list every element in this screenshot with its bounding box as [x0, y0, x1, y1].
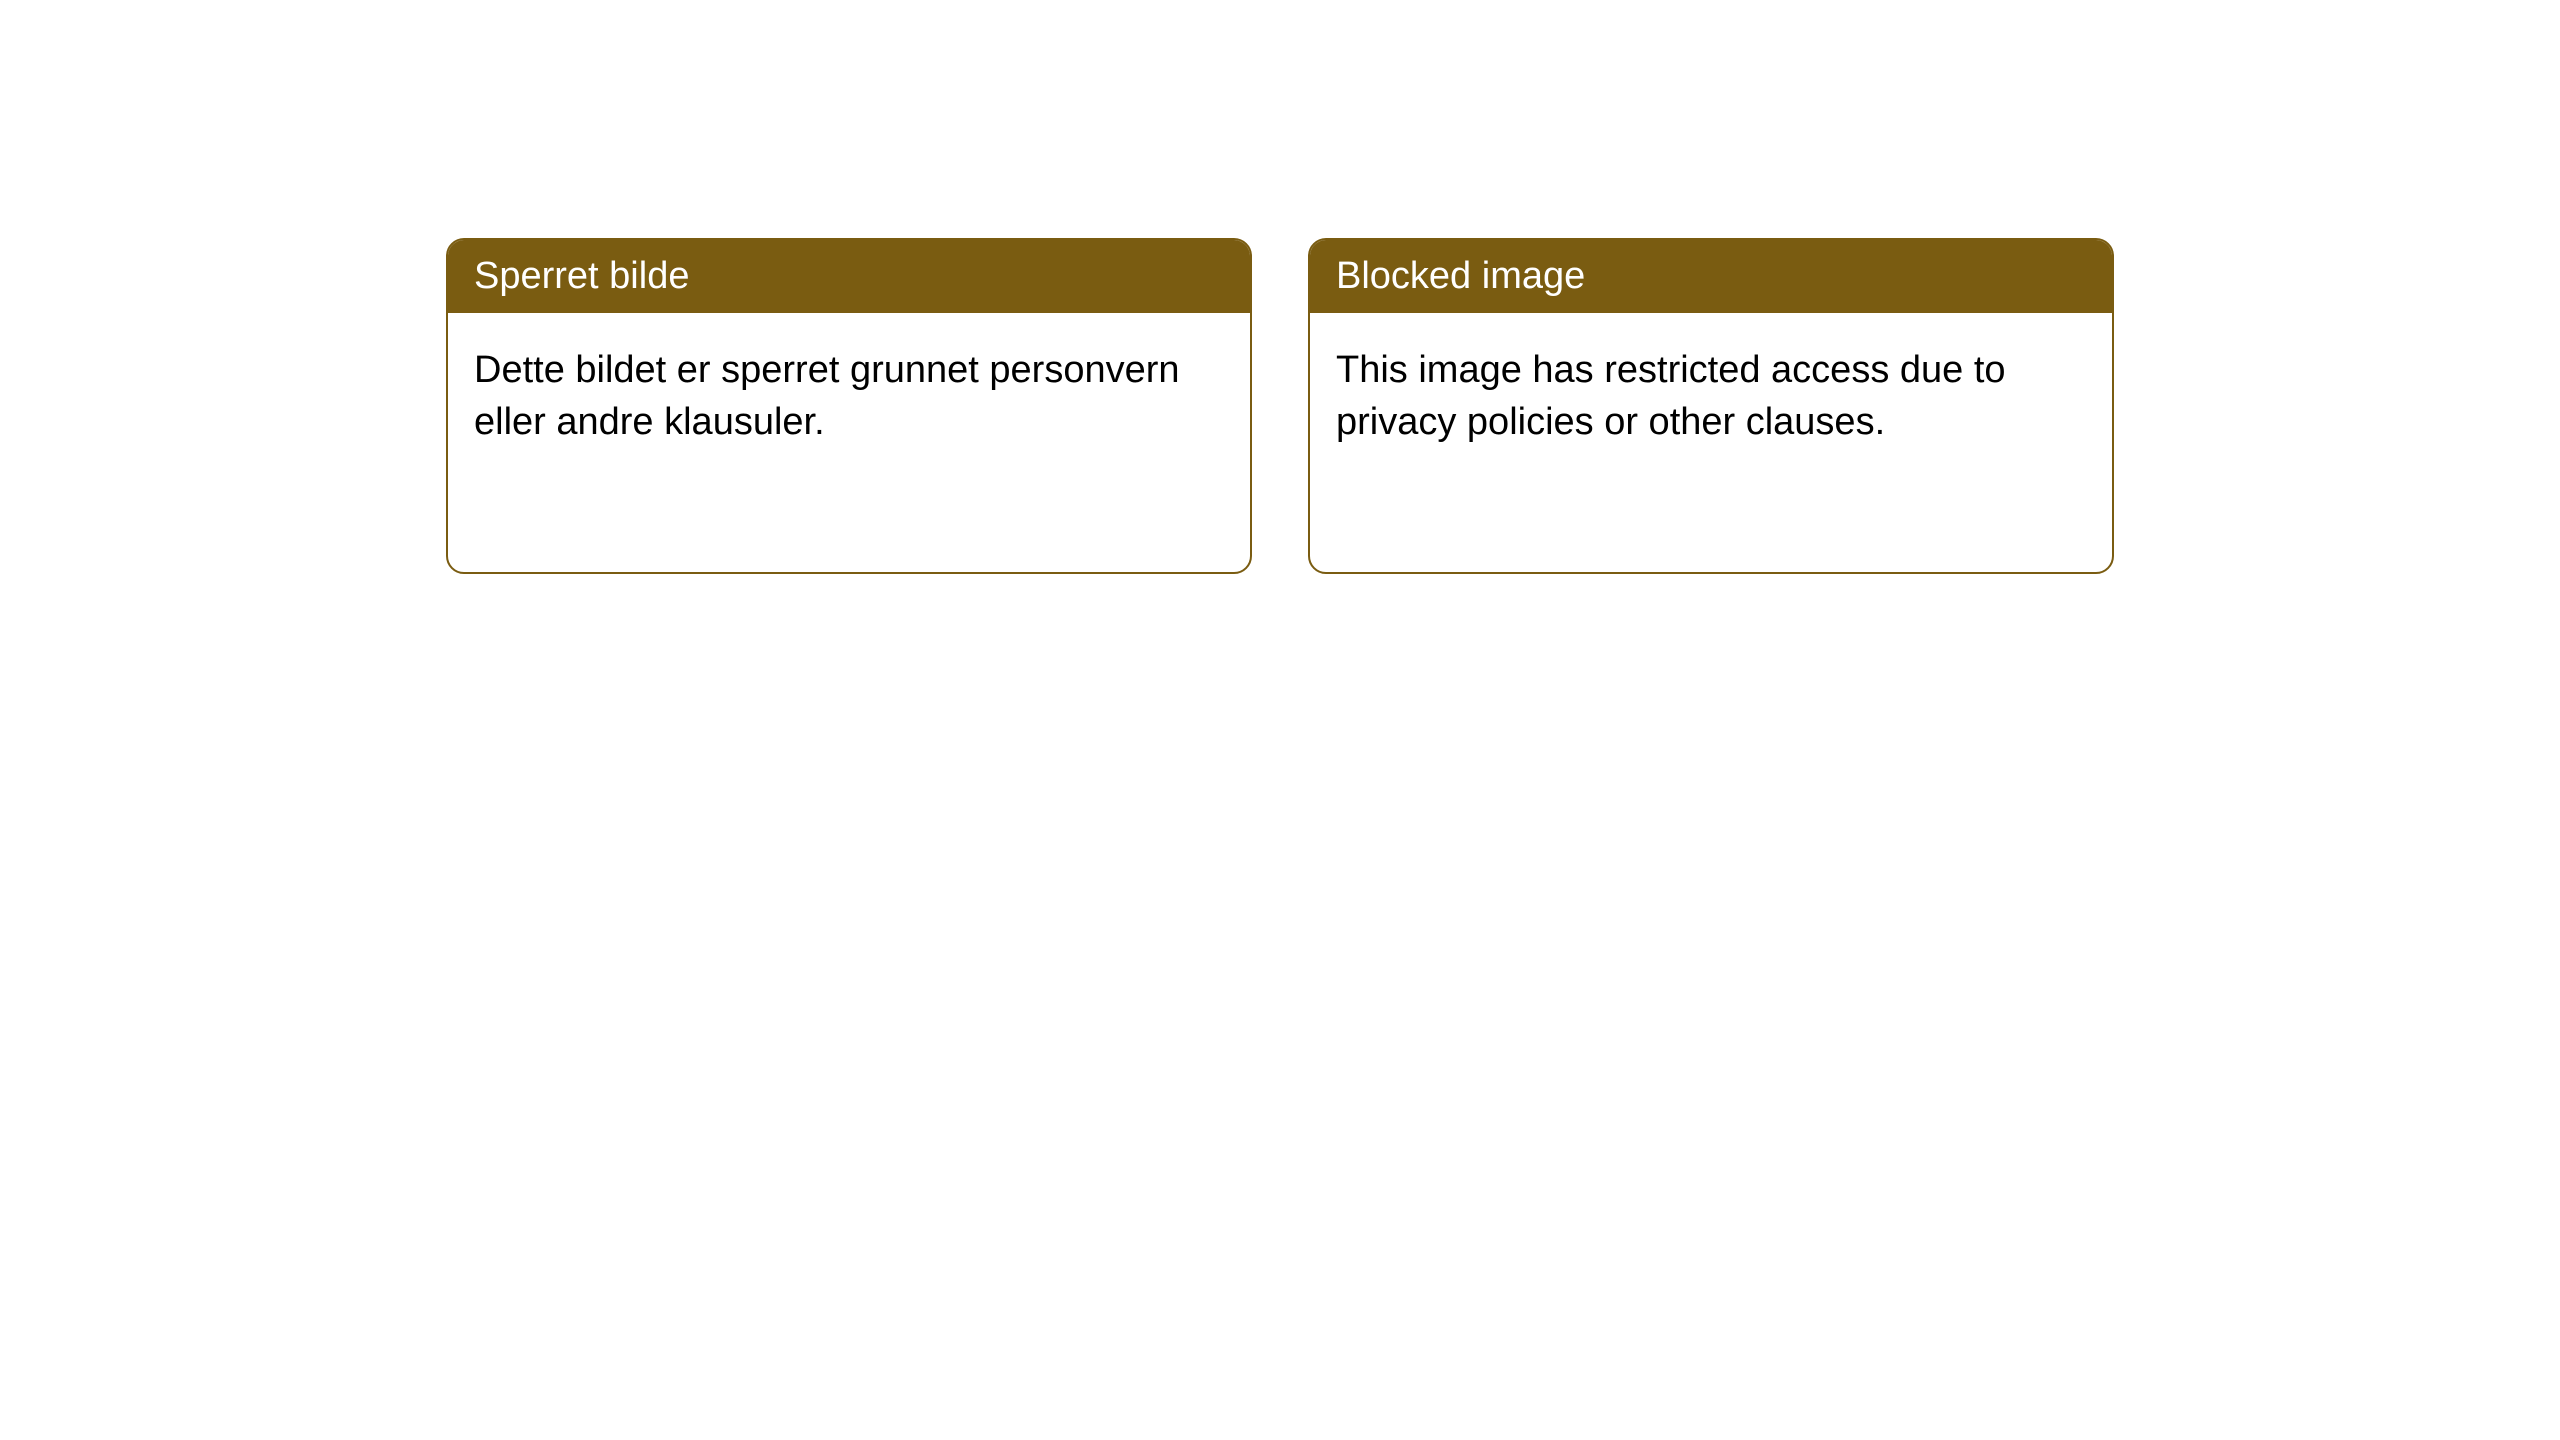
- card-title: Blocked image: [1336, 255, 1585, 297]
- card-title: Sperret bilde: [474, 255, 689, 297]
- card-body-text: Dette bildet er sperret grunnet personve…: [474, 349, 1180, 442]
- card-header: Blocked image: [1310, 240, 2112, 313]
- card-body: This image has restricted access due to …: [1310, 313, 2112, 480]
- card-body: Dette bildet er sperret grunnet personve…: [448, 313, 1250, 480]
- card-header: Sperret bilde: [448, 240, 1250, 313]
- notice-container: Sperret bilde Dette bildet er sperret gr…: [0, 0, 2560, 574]
- notice-card-norwegian: Sperret bilde Dette bildet er sperret gr…: [446, 238, 1252, 574]
- card-body-text: This image has restricted access due to …: [1336, 349, 2006, 442]
- notice-card-english: Blocked image This image has restricted …: [1308, 238, 2114, 574]
